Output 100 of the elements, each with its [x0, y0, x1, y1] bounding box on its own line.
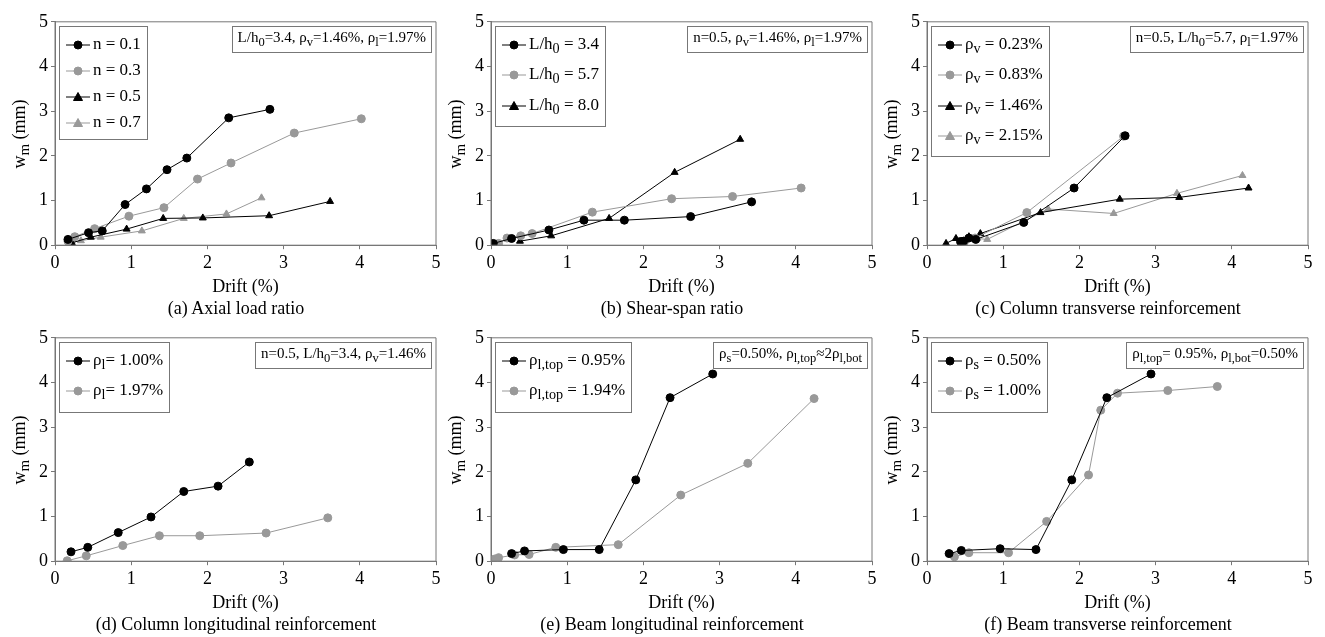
legend-label: L/h$_{0}$ = 5.7: [529, 64, 600, 87]
y-tick-label: 2: [911, 144, 920, 165]
y-tick-label: 0: [911, 233, 920, 254]
y-tick-label: 2: [39, 460, 48, 481]
x-tick-label: 2: [638, 251, 648, 272]
x-axis-title: Drift (%): [1084, 592, 1151, 614]
y-tick-label: 4: [475, 371, 484, 392]
y-tick-label: 1: [475, 189, 484, 210]
text: (d) Column longitudinal reinforcement: [95, 613, 377, 635]
x-tick-label: 3: [1151, 567, 1161, 588]
x-tick-label: 4: [1227, 251, 1237, 272]
y-tick-label: 3: [39, 99, 48, 120]
y-tick-label: 0: [39, 549, 48, 570]
legend-label: ρ$_{s}$ = 1.00%: [965, 380, 1041, 403]
legend-label: ρ$_{s}$ = 0.50%: [965, 349, 1041, 373]
y-tick-label: 3: [475, 415, 484, 436]
y-tick-label: 1: [39, 189, 48, 210]
y-tick-label: 5: [39, 326, 48, 347]
y-tick-label: 5: [911, 10, 920, 31]
legend-label: n = 0.3: [93, 59, 141, 79]
x-tick-label: 1: [126, 567, 136, 588]
annotation: L/h$_{0}$=3.4, ρ$_{v}$=1.46%, ρ$_{l}$=1.97%: [231, 25, 432, 53]
y-tick-label: 0: [911, 549, 920, 570]
annotation: n=0.5, L/h$_{0}$=5.7, ρ$_{l}$=1.97%: [1129, 25, 1304, 53]
x-tick-label: 2: [202, 251, 212, 272]
x-tick-label: 2: [1074, 567, 1084, 588]
y-tick-label: 4: [39, 371, 48, 392]
legend-label: n = 0.1: [93, 33, 141, 53]
text: (e) Beam longitudinal reinforcement: [540, 613, 804, 635]
y-tick-label: 4: [911, 371, 920, 392]
x-axis-title: Drift (%): [1084, 276, 1151, 298]
legend-label: ρ$_{l,top}$ = 0.95%: [529, 349, 626, 373]
annotation: n=0.5, L/h$_{0}$=3.4, ρ$_{v}$=1.46%: [255, 341, 432, 369]
x-tick-label: 2: [1074, 251, 1084, 272]
legend-label: ρ$_{l,top}$ = 1.94%: [529, 380, 626, 403]
y-tick-label: 3: [39, 415, 48, 436]
y-tick-label: 5: [39, 10, 48, 31]
y-tick-label: 0: [39, 233, 48, 254]
y-tick-label: 5: [475, 326, 484, 347]
y-tick-label: 4: [475, 55, 484, 76]
x-axis-title: Drift (%): [648, 276, 715, 298]
y-tick-label: 5: [475, 10, 484, 31]
x-tick-label: 4: [791, 567, 801, 588]
y-tick-label: 0: [475, 233, 484, 254]
y-tick-label: 4: [911, 55, 920, 76]
x-tick-label: 3: [279, 251, 289, 272]
y-tick-label: 4: [39, 55, 48, 76]
text: (b) Shear-span ratio: [600, 297, 744, 319]
legend-label: L/h$_{0}$ = 3.4: [529, 33, 600, 57]
x-axis-title: Drift (%): [212, 276, 279, 298]
x-tick-label: 4: [355, 567, 365, 588]
x-tick-label: 1: [562, 251, 572, 272]
annotation: n=0.5, ρ$_{v}$=1.46%, ρ$_{l}$=1.97%: [687, 25, 868, 53]
y-tick-label: 1: [911, 505, 920, 526]
y-tick-label: 3: [911, 415, 920, 436]
text: (f) Beam transverse reinforcement: [984, 613, 1232, 635]
x-tick-label: 1: [998, 251, 1008, 272]
x-tick-label: 1: [126, 251, 136, 272]
x-tick-label: 5: [1303, 567, 1313, 588]
legend-label: ρ$_{v}$ = 0.23%: [965, 33, 1043, 57]
legend-label: ρ$_{l}$= 1.00%: [93, 349, 164, 373]
y-tick-label: 2: [475, 460, 484, 481]
x-tick-label: 4: [1227, 567, 1237, 588]
text: (c) Column transverse reinforcement: [975, 297, 1241, 319]
x-tick-label: 2: [202, 567, 212, 588]
y-tick-label: 5: [911, 326, 920, 347]
x-tick-label: 5: [1303, 251, 1313, 272]
x-tick-label: 5: [431, 251, 441, 272]
x-tick-label: 4: [791, 251, 801, 272]
y-tick-label: 2: [39, 144, 48, 165]
y-tick-label: 0: [475, 549, 484, 570]
legend-label: ρ$_{v}$ = 2.15%: [965, 124, 1043, 148]
x-tick-label: 2: [638, 567, 648, 588]
y-tick-label: 2: [911, 460, 920, 481]
legend-label: n = 0.7: [93, 111, 141, 131]
x-tick-label: 1: [998, 567, 1008, 588]
x-axis-title: Drift (%): [212, 592, 279, 614]
annotation: ρ$_{l,top}$= 0.95%, ρ$_{l,bot}$=0.50%: [1126, 341, 1304, 369]
x-tick-label: 3: [715, 251, 725, 272]
legend-label: ρ$_{l}$= 1.97%: [93, 380, 164, 403]
legend-label: L/h$_{0}$ = 8.0: [529, 94, 600, 117]
x-tick-label: 3: [279, 567, 289, 588]
x-tick-label: 4: [355, 251, 365, 272]
y-tick-label: 1: [39, 505, 48, 526]
y-tick-label: 3: [475, 99, 484, 120]
y-tick-label: 2: [475, 144, 484, 165]
legend-label: n = 0.5: [93, 85, 141, 105]
x-tick-label: 3: [715, 567, 725, 588]
y-tick-label: 3: [911, 99, 920, 120]
y-tick-label: 1: [475, 505, 484, 526]
legend-label: ρ$_{v}$ = 0.83%: [965, 64, 1043, 87]
x-tick-label: 5: [867, 567, 877, 588]
x-tick-label: 5: [867, 251, 877, 272]
legend-label: ρ$_{v}$ = 1.46%: [965, 94, 1043, 117]
x-tick-label: 5: [431, 567, 441, 588]
text: (a) Axial load ratio: [167, 297, 305, 319]
x-tick-label: 3: [1151, 251, 1161, 272]
x-tick-label: 1: [562, 567, 572, 588]
y-tick-label: 1: [911, 189, 920, 210]
annotation: ρ$_{s}$=0.50%, ρ$_{l,top}$≈2ρ$_{l,bot}$: [713, 341, 868, 369]
